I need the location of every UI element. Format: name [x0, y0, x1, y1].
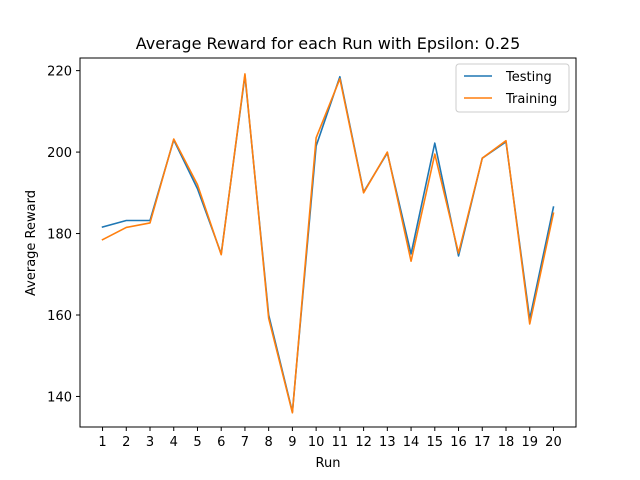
x-tick-label: 15	[427, 435, 444, 450]
legend-label-testing: Testing	[505, 70, 552, 85]
x-tick-label: 11	[332, 435, 349, 450]
x-tick-label: 3	[146, 435, 154, 450]
x-tick-label: 5	[193, 435, 201, 450]
x-tick-label: 18	[498, 435, 515, 450]
chart-title: Average Reward for each Run with Epsilon…	[136, 34, 521, 53]
series-line-training	[101, 73, 555, 414]
x-tick-label: 12	[355, 435, 372, 450]
x-axis-label: Run	[316, 456, 341, 471]
y-tick-label: 160	[47, 309, 72, 324]
x-tick-label: 14	[403, 435, 420, 450]
x-tick-label: 9	[288, 435, 296, 450]
legend: Testing Training	[455, 63, 570, 113]
y-axis-label: Average Reward	[24, 190, 39, 296]
plot-area: 1 2 3 4 5 6 7 8 9 10 11 12 13 14 15 16 17 18 19 20140160180…	[47, 57, 577, 450]
y-tick-label: 220	[47, 65, 72, 80]
legend-label-training: Training	[505, 92, 557, 107]
x-tick-label: 17	[474, 435, 491, 450]
plot-frame	[79, 57, 577, 428]
x-tick-label: 10	[308, 435, 325, 450]
x-tick-label: 8	[265, 435, 273, 450]
x-tick-label: 16	[450, 435, 467, 450]
x-tick-label: 6	[217, 435, 225, 450]
series-line-testing	[101, 74, 555, 413]
x-tick-label: 19	[521, 435, 538, 450]
y-tick-label: 180	[47, 228, 72, 243]
x-tick-label: 4	[170, 435, 178, 450]
x-tick-label: 2	[122, 435, 130, 450]
y-tick-label: 200	[47, 146, 72, 161]
x-tick-label: 7	[241, 435, 249, 450]
y-tick-label: 140	[47, 390, 72, 405]
x-tick-label: 1	[98, 435, 106, 450]
x-tick-label: 20	[545, 435, 562, 450]
x-tick-label: 13	[379, 435, 396, 450]
